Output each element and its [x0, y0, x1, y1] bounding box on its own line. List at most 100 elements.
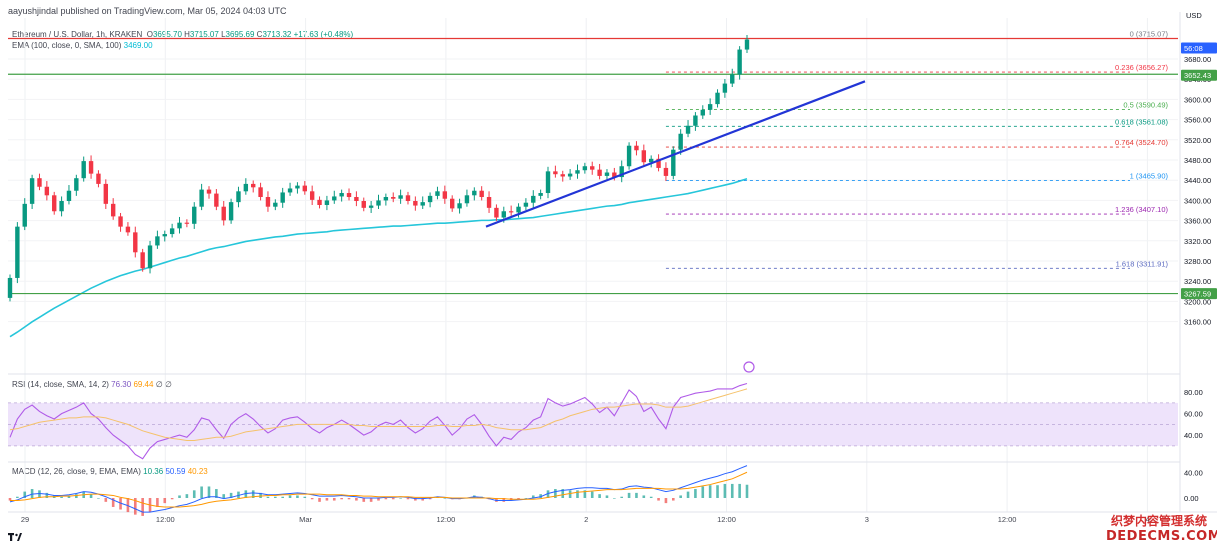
candle-body: [744, 39, 750, 50]
macd-histogram-bar: [649, 496, 653, 498]
macd-histogram-bar: [178, 495, 181, 498]
candle-body: [693, 115, 698, 126]
macd-histogram-bar: [229, 492, 233, 498]
macd-histogram-bar: [222, 494, 226, 498]
close-value: 3713.32: [262, 30, 292, 39]
price-tick-label: 3400.00: [1184, 196, 1211, 205]
candle-body: [486, 197, 492, 208]
macd-histogram-bar: [428, 498, 432, 500]
price-tick-label: 3240.00: [1184, 277, 1211, 286]
site-watermark: 织梦内容管理系统 DEDECMS.COM: [1106, 512, 1217, 544]
candle-body: [685, 125, 691, 134]
macd-histogram-bar: [399, 498, 402, 499]
candle-body: [162, 234, 167, 237]
time-tick-label: 12:00: [437, 515, 456, 524]
candle-body: [258, 187, 263, 198]
macd-histogram-bar: [531, 495, 535, 498]
macd-histogram-bar: [738, 483, 741, 498]
candle-body: [626, 145, 632, 167]
trend-line: [485, 80, 866, 228]
macd-histogram-bar: [244, 490, 248, 498]
open-label: O: [146, 30, 153, 39]
candle-body: [243, 183, 249, 192]
fib-level-label: 0 (3715.07): [1130, 30, 1169, 39]
candle-body: [169, 228, 175, 235]
candle-body: [147, 245, 153, 269]
watermark-domain: DEDECMS.COM: [1106, 529, 1217, 544]
price-tick-label: 3280.00: [1184, 257, 1211, 266]
candle-body: [236, 191, 241, 203]
macd-histogram-bar: [561, 489, 565, 498]
time-tick-label: 12:00: [998, 515, 1017, 524]
time-tick-label: Mar: [299, 515, 312, 524]
macd-histogram-bar: [627, 492, 631, 498]
macd-histogram-bar: [694, 489, 697, 498]
legend-ema-row: EMA (100, close, 0, SMA, 100) 3469.00: [12, 41, 153, 50]
fib-level-label: 0.618 (3561.08): [1115, 117, 1168, 126]
candle-body: [722, 83, 728, 93]
support-badge-lower-bg: [1181, 288, 1217, 300]
candle-body: [309, 191, 315, 200]
rsi-value: 76.30: [111, 380, 132, 389]
price-tick-label: 3440.00: [1184, 176, 1211, 185]
symbol-name: Ethereum / U.S. Dollar, 1h, KRAKEN: [12, 30, 143, 39]
price-tick-label: 3680.00: [1184, 55, 1211, 64]
price-tick-label: 3480.00: [1184, 156, 1211, 165]
ema-label: EMA (100, close, 0, SMA, 100): [12, 41, 122, 50]
macd-histogram-bar: [16, 496, 19, 498]
fib-level-label: 1 (3465.90): [1130, 172, 1169, 181]
macd-histogram-bar: [672, 498, 675, 501]
tradingview-logo-icon: [8, 533, 22, 541]
macd-histogram-bar: [8, 498, 12, 501]
macd-histogram-bar: [517, 498, 520, 500]
macd-histogram-bar: [583, 490, 587, 498]
candle-body: [634, 145, 639, 151]
candle-body: [125, 226, 131, 233]
macd-histogram-bar: [133, 498, 137, 515]
candle-body: [22, 203, 27, 227]
macd-histogram-bar: [355, 498, 358, 501]
rsi-tick-label: 60.00: [1184, 410, 1203, 419]
candle-body: [663, 167, 669, 176]
macd-signal-line: [10, 471, 748, 508]
fib-level-label: 1.618 (3311.91): [1116, 259, 1169, 268]
candle-body: [302, 185, 307, 192]
macd-histogram-bar: [207, 486, 211, 498]
rsi-line: [9, 382, 748, 460]
support-badge-upper-text: 3652.43: [1184, 71, 1211, 80]
macd-histogram-bar: [340, 498, 343, 500]
candle-body: [177, 222, 182, 229]
candle-body: [280, 192, 285, 203]
candle-body: [671, 149, 676, 176]
macd-histogram-bar: [620, 496, 624, 498]
candle-body: [737, 49, 742, 75]
support-badge-upper-bg: [1181, 69, 1217, 81]
candle-body: [251, 183, 256, 188]
macd-histogram-bar: [89, 494, 93, 498]
macd-histogram-bar: [730, 483, 734, 498]
candle-body: [15, 226, 20, 278]
price-tick-label: 3360.00: [1184, 217, 1211, 226]
macd-histogram-bar: [716, 485, 719, 498]
macd-histogram-bar: [546, 490, 550, 498]
macd-histogram-bar: [406, 498, 410, 500]
candle-body: [472, 190, 477, 196]
candle-body: [612, 172, 617, 178]
macd-histogram-bar: [274, 496, 277, 498]
candle-body: [450, 198, 455, 209]
fib-level-label: 1.236 (3407.10): [1115, 205, 1168, 214]
candle-body: [457, 203, 462, 209]
macd-histogram-bar: [318, 498, 321, 502]
rsi-tick-label: 80.00: [1184, 388, 1203, 397]
time-tick-label: 12:00: [156, 515, 175, 524]
candle-body: [391, 197, 396, 199]
macd-histogram-bar: [539, 494, 542, 498]
macd-histogram-bar: [657, 498, 660, 501]
candle-body: [531, 195, 536, 203]
macd-histogram-bar: [443, 498, 447, 499]
macd-histogram-bar: [259, 492, 262, 498]
macd-histogram-bar: [414, 498, 417, 501]
macd-histogram-bar: [554, 489, 557, 498]
candle-body: [405, 195, 411, 201]
